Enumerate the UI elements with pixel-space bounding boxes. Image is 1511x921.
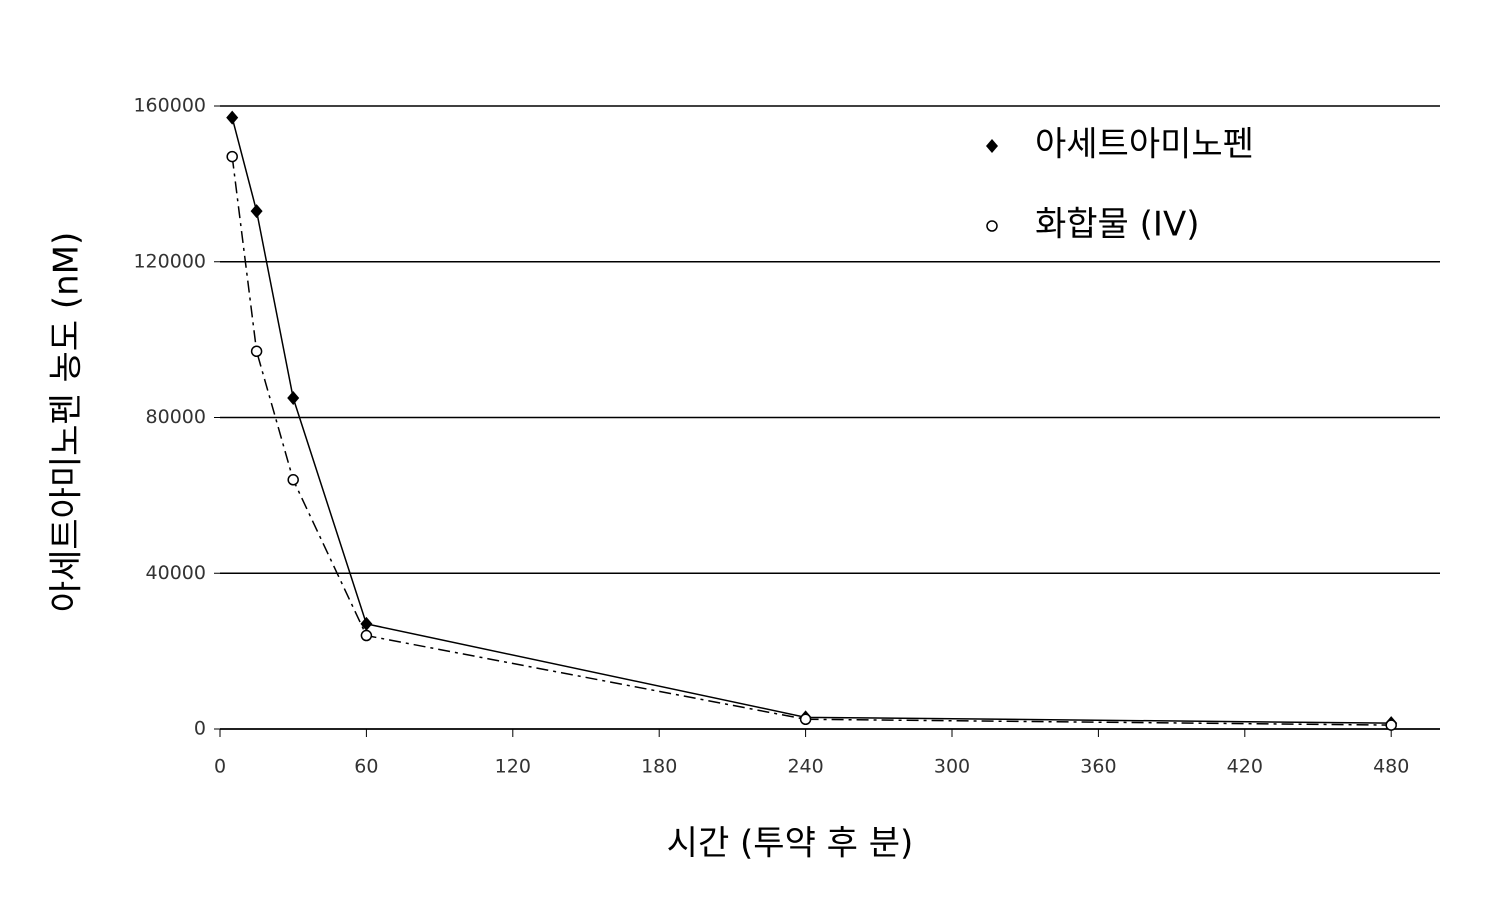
y-tick-label: 40000 [146,562,206,584]
x-tick-label: 300 [934,756,970,778]
marker [799,713,812,726]
x-tick-label: 360 [1080,756,1116,778]
marker [226,110,239,125]
x-tick-label: 120 [495,756,531,778]
legend-marker [986,139,998,153]
legend-marker [986,220,998,232]
x-tick-label: 240 [787,756,823,778]
marker [250,204,263,219]
series-line [231,156,1392,726]
y-tick-label: 120000 [133,250,206,272]
x-axis-label: 시간 (투약 후 분) [667,824,914,864]
y-tick-label: 160000 [133,95,206,117]
marker [360,629,373,642]
marker [287,391,300,406]
legend-label: 아세트아미노펜 [1035,125,1254,165]
y-tick-label: 0 [194,718,206,740]
y-tick-label: 80000 [146,406,206,428]
series-line [231,117,1392,724]
x-tick-label: 180 [641,756,677,778]
x-tick-label: 420 [1227,756,1263,778]
x-tick-label: 60 [354,756,378,778]
x-tick-label: 480 [1373,756,1409,778]
x-tick-label: 0 [214,756,226,778]
marker [226,150,238,163]
marker [250,345,263,358]
marker [360,616,373,631]
y-axis-label: 아세트아미노펜 농도 (nM) [47,232,87,613]
marker [287,474,299,486]
legend-label: 화합물 (IV) [1035,205,1199,245]
marker [1385,719,1397,731]
